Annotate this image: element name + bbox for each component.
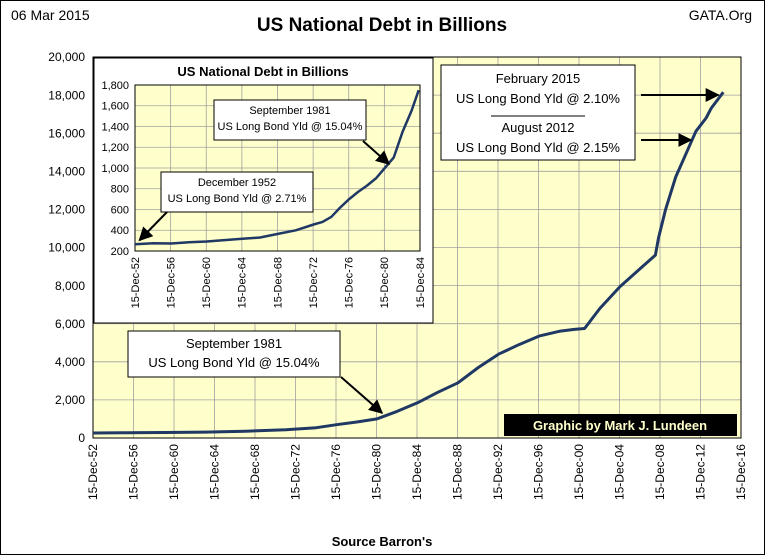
plot-border bbox=[134, 84, 421, 252]
y-tick-label: 600 bbox=[111, 204, 129, 216]
x-tick-label: 15-Dec-68 bbox=[272, 257, 284, 308]
y-tick-label: 20,000 bbox=[48, 50, 85, 64]
x-tick-label: 15-Dec-60 bbox=[201, 257, 213, 308]
x-tick-label: 15-Dec-88 bbox=[451, 444, 465, 500]
x-tick-label: 15-Dec-76 bbox=[344, 257, 356, 308]
note-sep-1981-inset: September 1981 US Long Bond Yld @ 15.04% bbox=[213, 99, 367, 141]
x-tick-label: 15-Dec-64 bbox=[237, 257, 249, 308]
y-tick-label: 400 bbox=[111, 225, 129, 237]
x-tick-label: 15-Dec-72 bbox=[289, 444, 303, 500]
note-sep-1981-inset-line: September 1981 bbox=[249, 105, 330, 117]
x-tick-label: 15-Dec-80 bbox=[379, 257, 391, 308]
note-sep-1981: September 1981 US Long Bond Yld @ 15.04% bbox=[127, 330, 341, 378]
note-dec-1952: December 1952 US Long Bond Yld @ 2.71% bbox=[160, 171, 314, 213]
plot-border bbox=[92, 56, 742, 439]
x-tick-label: 15-Dec-96 bbox=[532, 444, 546, 500]
x-tick-label: 15-Dec-56 bbox=[127, 444, 141, 500]
note-sep-1981-line: US Long Bond Yld @ 15.04% bbox=[148, 355, 320, 370]
y-tick-label: 12,000 bbox=[48, 203, 85, 217]
y-tick-label: 1,800 bbox=[101, 80, 129, 92]
note-2015-2012-box bbox=[440, 64, 636, 161]
y-tick-label: 0 bbox=[78, 431, 85, 445]
y-tick-label: 2,000 bbox=[55, 393, 85, 407]
note-sep-1981-inset-line: US Long Bond Yld @ 15.04% bbox=[218, 121, 363, 133]
note-aug-2012-line: US Long Bond Yld @ 2.15% bbox=[456, 140, 620, 155]
x-tick-label: 15-Dec-04 bbox=[613, 444, 627, 500]
y-tick-label: 1,200 bbox=[101, 142, 129, 154]
arrow-dec-1952 bbox=[138, 211, 168, 242]
source-site-label: GATA.Org bbox=[688, 7, 752, 23]
y-tick-label: 16,000 bbox=[48, 126, 85, 140]
x-tick-label: 15-Dec-52 bbox=[130, 257, 142, 308]
note-dec-1952-line: US Long Bond Yld @ 2.71% bbox=[168, 193, 307, 205]
inset-chart: 200 400 600 800 1,000 1,200 1,400 1,600 1,800 15-… bbox=[101, 64, 426, 308]
y-tick-label: 200 bbox=[111, 246, 129, 258]
x-tick-label: 15-Dec-72 bbox=[308, 257, 320, 308]
credit-text: Graphic by Mark J. Lundeen bbox=[533, 418, 707, 433]
y-tick-label: 6,000 bbox=[55, 317, 85, 331]
x-tick-label: 15-Dec-84 bbox=[415, 257, 427, 308]
x-tick-label: 15-Dec-00 bbox=[572, 444, 586, 500]
chart-title: US National Debt in Billions bbox=[257, 15, 507, 36]
x-tick-label: 15-Dec-92 bbox=[491, 444, 505, 500]
note-sep-1981-inset-box bbox=[213, 99, 367, 141]
x-tick-label: 15-Dec-60 bbox=[167, 444, 181, 500]
x-tick-label: 15-Dec-08 bbox=[653, 444, 667, 500]
y-tick-label: 10,000 bbox=[48, 241, 85, 255]
y-tick-label: 4,000 bbox=[55, 355, 85, 369]
x-tick-label: 15-Dec-64 bbox=[208, 444, 222, 500]
date-label: 06 Mar 2015 bbox=[11, 7, 90, 23]
x-tick-label: 15-Dec-76 bbox=[329, 444, 343, 500]
y-tick-label: 1,400 bbox=[101, 121, 129, 133]
x-tick-label: 15-Dec-16 bbox=[734, 444, 748, 500]
credit-label: Graphic by Mark J. Lundeen bbox=[504, 414, 737, 436]
note-sep-1981-box bbox=[127, 330, 341, 378]
x-tick-label: 15-Dec-84 bbox=[410, 444, 424, 500]
y-tick-label: 8,000 bbox=[55, 279, 85, 293]
x-tick-label: 15-Dec-52 bbox=[86, 444, 100, 500]
y-tick-label: 18,000 bbox=[48, 88, 85, 102]
credit-box bbox=[504, 414, 737, 436]
note-feb-2015-line: February 2015 bbox=[496, 71, 581, 86]
arrow-sep-1981-inset bbox=[362, 140, 391, 165]
x-tick-label: 15-Dec-12 bbox=[694, 444, 708, 500]
note-dec-1952-box bbox=[160, 171, 314, 213]
y-tick-label: 1,000 bbox=[101, 163, 129, 175]
note-aug-2012-line: August 2012 bbox=[501, 120, 574, 135]
x-tick-label: 15-Dec-68 bbox=[248, 444, 262, 500]
arrow-sep-1981 bbox=[340, 376, 384, 414]
chart-title: US National Debt in Billions bbox=[177, 64, 348, 79]
source-footer: Source Barron's bbox=[332, 534, 433, 549]
note-feb-2015-line: US Long Bond Yld @ 2.10% bbox=[456, 91, 620, 106]
y-tick-label: 14,000 bbox=[48, 165, 85, 179]
y-tick-label: 800 bbox=[111, 184, 129, 196]
note-dec-1952-line: December 1952 bbox=[198, 177, 276, 189]
note-sep-1981-line: September 1981 bbox=[186, 336, 282, 351]
x-tick-label: 15-Dec-56 bbox=[165, 257, 177, 308]
x-tick-label: 15-Dec-80 bbox=[370, 444, 384, 500]
y-tick-label: 1,600 bbox=[101, 101, 129, 113]
series-line bbox=[92, 91, 725, 435]
note-2015-2012: February 2015 US Long Bond Yld @ 2.10% Aug… bbox=[440, 64, 636, 161]
